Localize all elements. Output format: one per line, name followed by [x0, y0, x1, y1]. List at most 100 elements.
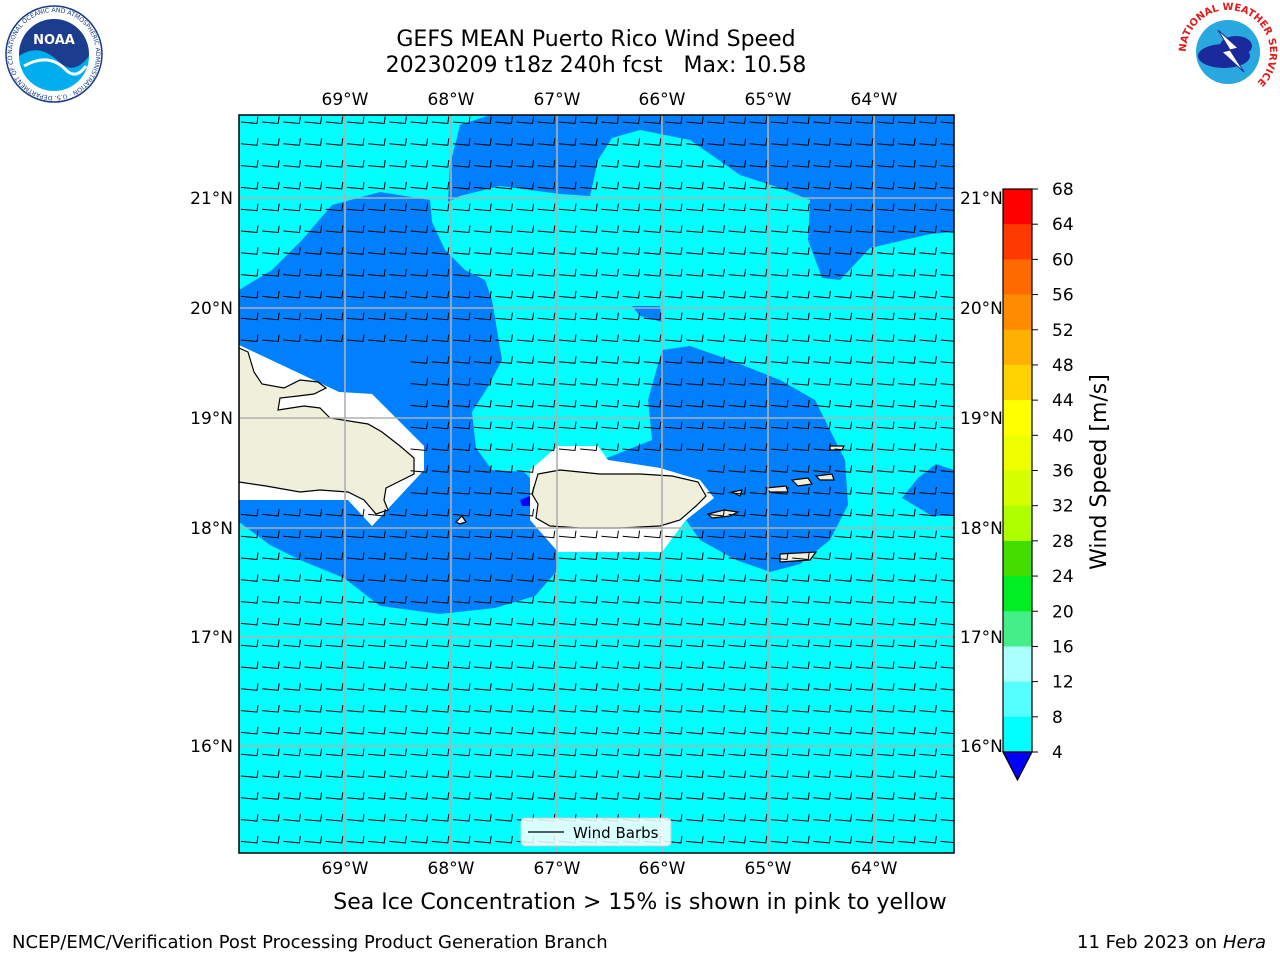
wind-barb — [622, 661, 641, 670]
wind-barb — [389, 814, 407, 822]
wind-barb — [855, 617, 874, 626]
wind-barb — [898, 290, 916, 299]
lat-label-left: 16°N — [190, 737, 233, 757]
wind-barb — [474, 835, 492, 844]
wind-barb — [813, 334, 831, 343]
wind-barb — [495, 443, 513, 452]
wind-barb — [262, 770, 280, 779]
wind-barb — [516, 269, 535, 277]
colorbar-tick-label: 44 — [1052, 391, 1074, 411]
wind-barb — [474, 770, 492, 779]
wind-barb — [389, 290, 407, 299]
wind-barb — [876, 683, 895, 691]
wind-barb — [262, 617, 280, 626]
wind-barb — [262, 683, 280, 691]
colorbar-label: Wind Speed [m/s] — [1087, 374, 1112, 570]
wind-barb — [792, 421, 810, 430]
wind-barb — [792, 443, 810, 452]
wind-barb — [728, 290, 747, 299]
wind-barb — [728, 748, 747, 757]
wind-barb — [283, 705, 301, 713]
wind-barb — [495, 835, 513, 844]
wind-barb — [686, 378, 704, 386]
wind-barb — [452, 290, 471, 299]
wind-barb — [919, 530, 937, 539]
wind-barb — [240, 138, 259, 146]
wind-barb — [876, 181, 895, 190]
wind-barb — [707, 181, 725, 190]
wind-barb — [452, 269, 471, 277]
wind-barb — [304, 639, 323, 648]
wind-barb — [834, 378, 853, 386]
wind-barb — [770, 116, 789, 125]
wind-barb — [283, 508, 301, 517]
lon-label-top: 66°W — [639, 90, 686, 110]
wind-barb — [346, 225, 365, 234]
colorbar-tick-label: 24 — [1052, 567, 1074, 587]
wind-barb — [283, 792, 301, 800]
wind-barb — [240, 530, 259, 539]
wind-barb — [389, 269, 407, 277]
wind-barb — [410, 269, 429, 277]
wind-barb — [240, 552, 259, 561]
wind-barb — [283, 748, 301, 757]
wind-barb — [770, 726, 789, 735]
wind-barb — [834, 356, 853, 364]
wind-barb — [580, 203, 598, 212]
wind-barb — [558, 596, 577, 604]
wind-barb — [431, 770, 450, 779]
wind-barb — [643, 574, 662, 582]
wind-barb — [495, 661, 513, 670]
wind-barb — [686, 814, 704, 822]
wind-barb — [749, 639, 768, 648]
wind-barb — [707, 465, 725, 473]
wind-barb — [558, 639, 577, 648]
wind-barb — [368, 552, 386, 561]
wind-barb — [474, 792, 492, 800]
wind-barb — [770, 552, 789, 561]
wind-barb — [813, 225, 831, 234]
wind-barb — [855, 356, 874, 364]
wind-barb — [686, 312, 704, 321]
wind-barb — [622, 683, 641, 691]
wind-barb — [686, 552, 704, 561]
wind-barb — [622, 312, 641, 321]
wind-barb — [240, 290, 259, 299]
wind-barb — [728, 705, 747, 713]
wind-barb — [792, 116, 810, 125]
wind-barb — [664, 378, 683, 386]
wind-barb — [622, 748, 641, 757]
wind-barb — [495, 814, 513, 822]
wind-barb — [558, 356, 577, 364]
wind-barb — [431, 661, 450, 670]
wind-barb — [389, 617, 407, 626]
wind-barb — [919, 181, 937, 190]
wind-barb — [431, 726, 450, 735]
wind-barb — [558, 290, 577, 299]
wind-barb — [368, 160, 386, 168]
wind-barb — [558, 116, 577, 125]
wind-barb — [876, 596, 895, 604]
wind-barb — [813, 835, 831, 844]
wind-barb — [389, 160, 407, 168]
wind-barb — [940, 274, 954, 277]
wind-barb — [855, 247, 874, 255]
wind-barb — [898, 770, 916, 779]
wind-barb — [516, 181, 535, 190]
wind-barb — [855, 661, 874, 670]
wind-barb — [283, 726, 301, 735]
wind-barb — [664, 552, 683, 561]
wind-barb — [601, 203, 619, 212]
wind-barb — [770, 835, 789, 844]
wind-barb — [495, 225, 513, 234]
wind-barb — [792, 225, 810, 234]
wind-barb — [304, 290, 323, 299]
wind-barb — [368, 726, 386, 735]
wind-barb — [516, 312, 535, 321]
wind-barb — [855, 312, 874, 321]
wind-barb — [283, 269, 301, 277]
wind-barb — [410, 639, 429, 648]
wind-barb — [537, 443, 556, 452]
wind-barb — [770, 247, 789, 255]
footer-date: 11 Feb 2023 on Hera — [1077, 932, 1266, 953]
